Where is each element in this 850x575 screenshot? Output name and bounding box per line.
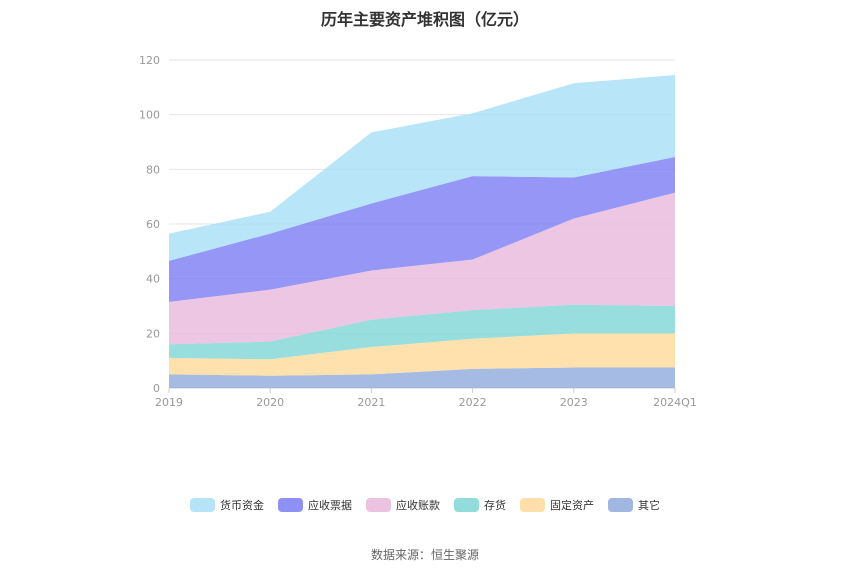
legend-swatch: [366, 498, 391, 512]
x-tick-label: 2024Q1: [653, 396, 697, 409]
legend-label: 其它: [638, 499, 660, 512]
chart-title: 历年主要资产堆积图（亿元）: [320, 10, 529, 29]
legend-item[interactable]: 存货: [454, 497, 506, 513]
area-series: [169, 333, 675, 376]
x-tick-label: 2021: [357, 396, 385, 409]
legend-label: 存货: [484, 499, 506, 512]
x-tick-label: 2023: [560, 396, 588, 409]
legend-label: 固定资产: [550, 499, 594, 512]
area-series: [169, 367, 675, 388]
y-tick-label: 100: [139, 109, 160, 122]
axis-layer: 0 20 40 60 80 100 120 2019 2020 2021 2022 2023 2024Q…: [139, 54, 697, 409]
legend-swatch: [454, 498, 479, 512]
y-tick-label: 20: [146, 327, 160, 340]
legend: 货币资金 应收票据 应收账款 存货 固定资产 其它: [0, 497, 850, 513]
y-tick-label: 60: [146, 218, 160, 231]
legend-item[interactable]: 其它: [608, 497, 660, 513]
legend-item[interactable]: 固定资产: [520, 497, 594, 513]
area-layer: [169, 75, 675, 388]
legend-item[interactable]: 应收账款: [366, 497, 440, 513]
area-series: [169, 192, 675, 345]
x-tick-label: 2020: [256, 396, 284, 409]
x-tick-label: 2019: [155, 396, 183, 409]
y-tick-label: 80: [146, 163, 160, 176]
legend-label: 货币资金: [220, 499, 264, 512]
area-series: [169, 75, 675, 261]
area-series: [169, 157, 675, 302]
legend-swatch: [190, 498, 215, 512]
y-tick-label: 40: [146, 273, 160, 286]
legend-item[interactable]: 货币资金: [190, 497, 264, 513]
data-source: 数据来源：恒生聚源: [370, 548, 479, 562]
legend-label: 应收票据: [308, 499, 352, 512]
legend-swatch: [520, 498, 545, 512]
legend-swatch: [278, 498, 303, 512]
legend-label: 应收账款: [396, 499, 440, 512]
stacked-area-chart: 0 20 40 60 80 100 120 2019 2020 2021 2022 2023 2024Q…: [139, 54, 697, 409]
y-tick-label: 0: [153, 382, 160, 395]
legend-item[interactable]: 应收票据: [278, 497, 352, 513]
legend-swatch: [608, 498, 633, 512]
area-series: [169, 304, 675, 360]
x-tick-label: 2022: [459, 396, 487, 409]
y-tick-label: 120: [139, 54, 160, 67]
